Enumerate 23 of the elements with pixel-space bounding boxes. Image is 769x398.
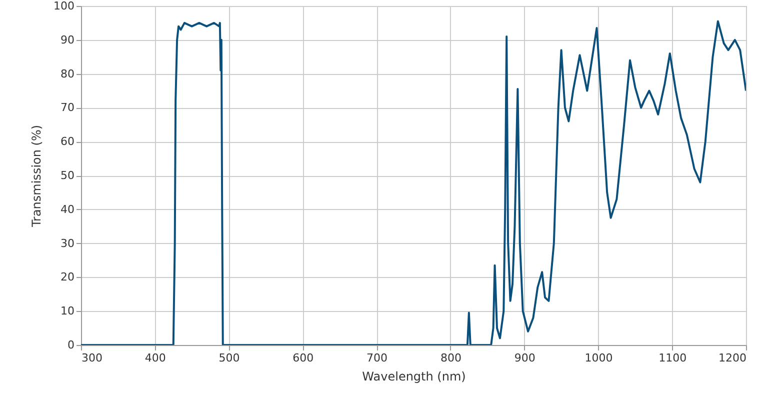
x-axis-title: Wavelength (nm)	[362, 370, 466, 384]
y-tick-label: 0	[68, 338, 74, 352]
x-tick-label: 900	[514, 352, 536, 364]
x-tick-label: 300	[82, 352, 102, 364]
y-axis-title: Transmission (%)	[30, 124, 44, 228]
x-tick-label: 1100	[658, 352, 687, 364]
y-tick-label: 100	[54, 0, 74, 12]
y-tick-label: 10	[60, 304, 74, 318]
y-tick-label: 50	[60, 169, 74, 182]
y-tick-label: 90	[60, 33, 74, 46]
x-tick-label: 1200	[718, 352, 746, 364]
y-tick-label: 40	[60, 202, 74, 216]
y-tick-label: 30	[60, 236, 74, 250]
x-tick-label: 800	[440, 352, 462, 364]
y-tick-label: 60	[60, 135, 74, 148]
y-tick-label: 80	[60, 67, 74, 80]
x-tick-label: 700	[366, 352, 388, 364]
x-tick-label: 1000	[584, 352, 613, 364]
x-tick-label: 400	[144, 352, 166, 364]
y-tick-label: 70	[60, 101, 74, 114]
y-tick-label: 20	[60, 270, 74, 284]
x-tick-label: 500	[218, 352, 240, 364]
x-tick-label: 600	[292, 352, 314, 364]
